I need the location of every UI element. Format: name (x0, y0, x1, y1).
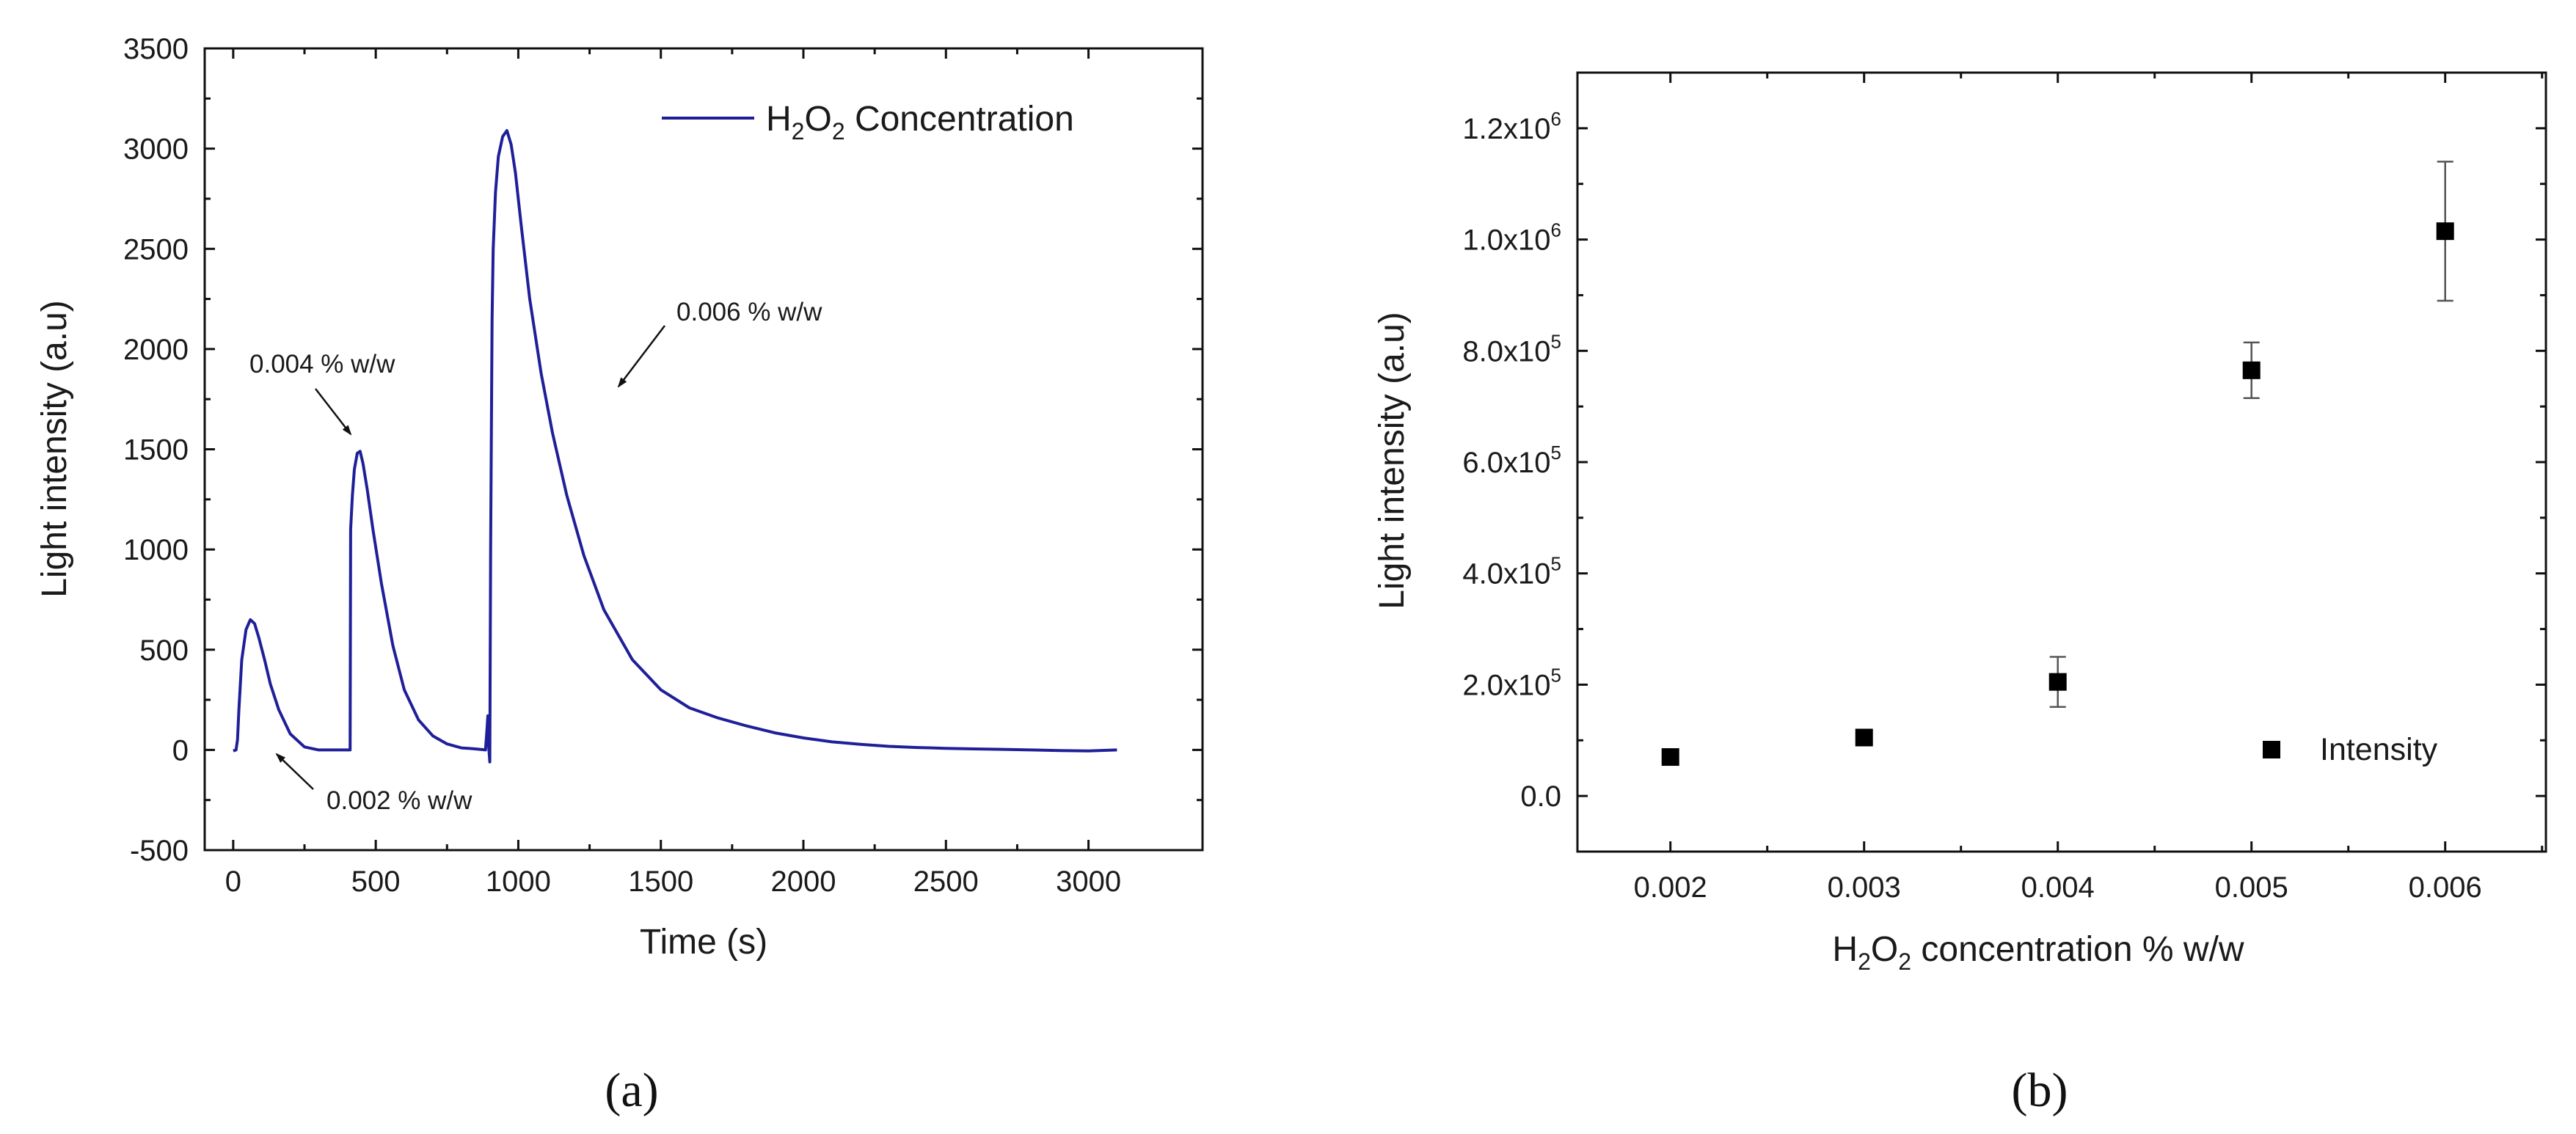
chart-a-panel-label: (a) (605, 1064, 658, 1117)
chart-b-x-tick-label: 0.004 (2021, 871, 2095, 904)
chart-a-plot-frame (203, 47, 1204, 852)
chart-b-light-intensity-vs-concentration: 0.002 0.003 0.004 0.005 0.006 0.0 2.0x105 4.0x… (1373, 71, 2547, 1117)
chart-b-data-point (1661, 748, 1679, 767)
chart-a-y-tick-label: 3000 (123, 133, 189, 166)
chart-b-y-tick-label: 4.0x105 (1462, 553, 1561, 590)
chart-a-annotation-0002-arrow (275, 753, 314, 790)
chart-b-x-tick-label: 0.006 (2409, 871, 2482, 904)
chart-b-x-axis: 0.002 0.003 0.004 0.005 0.006 (1634, 73, 2544, 904)
chart-b-y-tick-label: 6.0x105 (1462, 442, 1561, 479)
chart-a-y-tick-label: -500 (130, 835, 189, 867)
chart-a-x-tick-label: 3000 (1056, 866, 1121, 898)
chart-a-y-axis-title: Light intensity (a.u) (35, 300, 74, 598)
chart-a-x-tick-label: 500 (351, 866, 401, 898)
chart-a-annotation-0004-arrow (315, 388, 352, 436)
chart-a-annotation-0006: 0.006 % w/w (617, 298, 822, 388)
chart-b-y-tick-label: 0.0 (1520, 780, 1561, 813)
chart-b-legend-label: Intensity (2320, 732, 2438, 767)
chart-b-x-tick-label: 0.002 (1634, 871, 1707, 904)
chart-b-y-axis: 0.0 2.0x105 4.0x105 6.0x105 8.0x105 1.0x106 1.… (1462, 71, 2546, 853)
chart-b-series-points (1661, 161, 2454, 767)
chart-b-x-tick-label: 0.003 (1828, 871, 1901, 904)
chart-a-annotation-0006-arrow (617, 325, 665, 388)
chart-a-y-tick-label: 1000 (123, 534, 189, 566)
chart-a-x-axis: 0 500 1000 1500 2000 2500 3000 (225, 48, 1121, 898)
chart-a-annotation-0004: 0.004 % w/w (249, 350, 395, 436)
chart-b-y-tick-label: 2.0x105 (1462, 664, 1561, 701)
chart-a-legend: H2O2 Concentration (662, 100, 1074, 145)
chart-b-y-tick-label: 1.0x106 (1462, 219, 1561, 257)
chart-b-x-tick-label: 0.005 (2215, 871, 2288, 904)
chart-a-x-tick-label: 1000 (486, 866, 551, 898)
chart-a-x-tick-label: 1500 (628, 866, 693, 898)
chart-b-y-tick-label: 8.0x105 (1462, 330, 1561, 367)
chart-a-annotation-0002-text: 0.002 % w/w (326, 786, 472, 815)
chart-a-x-tick-label: 2500 (913, 866, 979, 898)
chart-b-panel-label: (b) (2012, 1064, 2068, 1117)
chart-a-x-axis-title: Time (s) (640, 923, 767, 962)
chart-a-annotation-0004-text: 0.004 % w/w (249, 350, 395, 378)
chart-a-x-tick-label: 0 (225, 866, 241, 898)
chart-b-y-tick-label: 1.2x106 (1462, 108, 1561, 145)
chart-b-legend-marker (2263, 741, 2280, 758)
chart-a-annotation-0002: 0.002 % w/w (275, 753, 472, 815)
chart-b-data-point (2048, 673, 2067, 691)
chart-a-x-tick-label: 2000 (771, 866, 836, 898)
chart-a-annotation-0006-text: 0.006 % w/w (676, 298, 822, 326)
chart-a-y-tick-label: 3500 (123, 33, 189, 65)
chart-b-legend: Intensity (2263, 732, 2438, 767)
chart-a-y-tick-label: 1500 (123, 434, 189, 467)
chart-a-legend-label: H2O2 Concentration (766, 100, 1074, 145)
chart-a-y-tick-label: 0 (172, 734, 189, 767)
chart-a-y-tick-label: 2000 (123, 334, 189, 366)
chart-b-y-axis-title: Light intensity (a.u) (1373, 312, 1412, 610)
chart-a-y-tick-label: 2500 (123, 233, 189, 266)
chart-b-data-point (1855, 728, 1873, 747)
chart-a-y-tick-label: 500 (139, 634, 189, 667)
chart-b-data-point (2242, 361, 2261, 379)
chart-a-light-intensity-vs-time: 0 500 1000 1500 2000 2500 3000 -500 0 500 1000 150… (35, 33, 1204, 1117)
chart-b-x-axis-title: H2O2 concentration % w/w (1832, 930, 2244, 975)
chart-a-series-line (233, 129, 1117, 764)
chart-a-y-axis: -500 0 500 1000 1500 2000 2500 3000 3500 (123, 33, 1203, 867)
chart-b-data-point (2436, 222, 2454, 241)
